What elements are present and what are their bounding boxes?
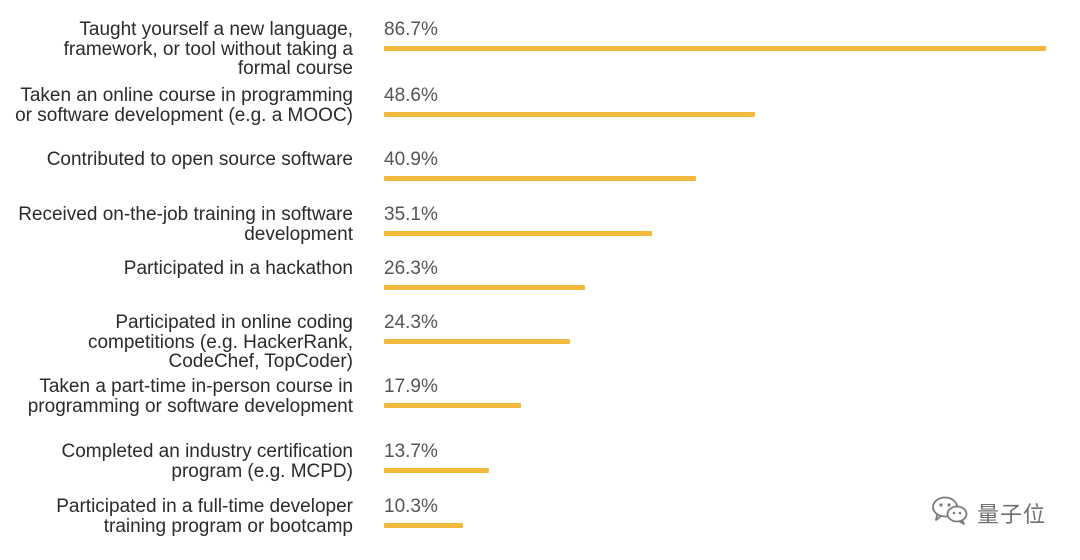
value-label: 26.3% — [384, 258, 438, 279]
wechat-icon — [931, 495, 969, 530]
watermark: 量子位 — [931, 495, 1046, 530]
value-label: 40.9% — [384, 149, 438, 170]
bar — [384, 403, 521, 408]
category-label: Participated in online coding competitio… — [87, 312, 353, 372]
value-label: 17.9% — [384, 376, 438, 397]
category-label: Received on-the-job training in software… — [18, 204, 353, 245]
bar — [384, 231, 652, 236]
category-label: Taken a part-time in-person course in pr… — [27, 376, 353, 417]
value-label: 86.7% — [384, 19, 438, 40]
bar — [384, 112, 756, 117]
category-label: Contributed to open source software — [46, 149, 353, 170]
value-label: 35.1% — [384, 204, 438, 225]
category-label: Participated in a hackathon — [123, 258, 353, 279]
value-label: 24.3% — [384, 312, 438, 333]
bar — [384, 176, 697, 181]
watermark-text: 量子位 — [976, 502, 1046, 528]
category-label: Completed an industry certification prog… — [61, 441, 353, 482]
bar — [384, 523, 463, 528]
category-label: Taken an online course in programming or… — [15, 85, 353, 126]
bar — [384, 339, 570, 344]
bar — [384, 468, 489, 473]
bar — [384, 285, 585, 290]
bar — [384, 46, 1046, 51]
value-label: 48.6% — [384, 85, 438, 106]
category-label: Taught yourself a new language, framewor… — [63, 19, 353, 79]
value-label: 10.3% — [384, 496, 438, 517]
category-label: Participated in a full-time developer tr… — [56, 496, 353, 537]
value-label: 13.7% — [384, 441, 438, 462]
